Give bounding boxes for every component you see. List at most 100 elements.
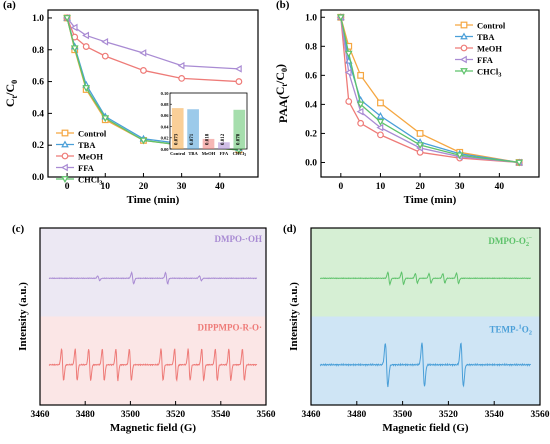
y-tick-label: 0.4 (32, 109, 44, 119)
data-point-meoh (235, 78, 243, 85)
y-tick-label: 0.0 (305, 158, 317, 168)
x-tick-label: 3560 (257, 410, 276, 420)
series-line-meoh (66, 17, 239, 83)
y-tick-label: 1.0 (305, 13, 317, 23)
spectrum-label-0: DMPO-·OH (215, 234, 263, 244)
y-tick-label: 1.0 (32, 14, 44, 24)
x-tick-label: 3520 (439, 410, 458, 420)
x-tick-label: 3500 (393, 410, 412, 420)
data-point-ffa (234, 65, 242, 73)
x-tick-label: 10 (101, 182, 111, 192)
x-tick-label: 0 (65, 182, 70, 192)
data-point-meoh (377, 131, 384, 139)
data-point-ffa (376, 123, 384, 132)
inset-bar-value: 0.071 (190, 133, 195, 145)
panel-c: DMPO-·OH DIPPMPO-R-O· 3460 3480 3500 3520 3540… (12, 223, 276, 434)
inset-bar-value: 0.018 (206, 133, 211, 145)
y-axis-label: Ct/C0 (3, 80, 19, 107)
data-point-control (416, 130, 424, 137)
inset-category-label: Control (170, 151, 186, 156)
data-point-ffa (139, 49, 147, 57)
data-point-ffa (82, 31, 90, 40)
inset-y-tick-label: 0.00 (161, 147, 170, 152)
legend-label-meoh: MeOH (78, 152, 103, 162)
x-axis-label: Time (min) (127, 194, 180, 206)
x-tick-label: 20 (139, 182, 149, 192)
legend-marker (60, 163, 68, 172)
spectrum-1 (48, 348, 258, 383)
x-tick-label: 3540 (485, 410, 504, 420)
inset-bar-value: 0.012 (221, 133, 226, 145)
region-1 (311, 316, 540, 405)
spectrum-label-1: DIPPMPO-R-O· (198, 323, 263, 333)
data-point-chcl3 (455, 152, 464, 160)
data-point-meoh (178, 74, 186, 82)
x-tick-label: 40 (215, 182, 225, 192)
inset-bar-meoh (202, 138, 215, 149)
data-point-meoh (101, 52, 109, 60)
spectrum-label-1: TEMP-1O2 (489, 324, 532, 337)
data-point-ffa (344, 68, 352, 77)
x-axis-label: Magnetic field (G) (110, 422, 196, 434)
panel-label: (b) (276, 0, 290, 11)
data-point-chcl3 (101, 115, 110, 123)
data-point-ffa (70, 23, 78, 32)
panel-a: 0 10 20 30 40 0.0 0.2 0.4 0.6 0.8 1.0 Time (min) Ct/… (3, 0, 259, 206)
legend-marker (61, 140, 69, 148)
inset-bar-chcl3 (233, 109, 246, 149)
data-point-chcl3 (416, 142, 424, 150)
data-point-chcl3 (336, 14, 345, 22)
inset-bar-value: 0.073 (175, 133, 180, 145)
x-tick-label: 20 (415, 182, 425, 192)
spectrum-1 (319, 342, 531, 388)
y-axis-label: Intensity (a.u.) (17, 282, 29, 351)
data-point-ffa (177, 61, 185, 70)
legend-label-chcl3: CHCl3 (477, 67, 502, 79)
data-point-tba (376, 111, 385, 119)
region-0 (311, 228, 540, 317)
data-point-chcl3 (139, 137, 148, 145)
y-tick-label: 0.6 (305, 71, 317, 81)
plot-frame (47, 9, 259, 178)
x-tick-label: 30 (455, 182, 465, 192)
legend-label-control: Control (477, 21, 506, 31)
inset-y-tick-label: 0.06 (161, 113, 170, 118)
y-tick-label: 0.0 (32, 173, 44, 183)
panel-d: DMPO-O2·− TEMP-1O2 3460 3480 3500 3520 3540 356… (283, 223, 550, 434)
inset-y-tick-label: 0.10 (161, 91, 170, 96)
data-point-ffa (101, 37, 109, 46)
inset-bar-value: 0.070 (236, 133, 241, 145)
data-point-meoh (82, 43, 90, 50)
legend-marker (459, 55, 467, 64)
data-point-control (377, 99, 384, 107)
spectrum-label-0: DMPO-O2·− (488, 235, 532, 248)
inset-bar-control (171, 108, 184, 149)
x-tick-label: 0 (338, 182, 343, 192)
data-point-chcl3 (82, 85, 91, 92)
data-point-chcl3 (515, 159, 524, 167)
data-point-control (357, 71, 365, 79)
panel-label: (d) (283, 223, 297, 235)
y-tick-label: 0.8 (32, 46, 44, 56)
inset-bar-tba (187, 109, 199, 149)
inset-category-label: CHCl3 (233, 151, 246, 157)
y-tick-label: 0.6 (32, 78, 44, 88)
y-tick-label: 0.8 (305, 42, 317, 52)
data-point-chcl3 (344, 50, 353, 58)
x-tick-label: 30 (177, 182, 187, 192)
x-tick-label: 3540 (211, 410, 230, 420)
data-point-chcl3 (70, 45, 79, 53)
x-tick-label: 3500 (121, 410, 140, 420)
x-tick-label: 3460 (31, 410, 50, 420)
data-point-meoh (345, 98, 353, 105)
x-tick-label: 3560 (531, 410, 550, 420)
data-point-chcl3 (63, 15, 71, 22)
x-tick-label: 3480 (347, 410, 366, 420)
legend-marker (460, 21, 468, 29)
region-1 (40, 316, 266, 405)
x-tick-label: 10 (376, 182, 386, 192)
inset-category-label: TBA (188, 151, 198, 156)
